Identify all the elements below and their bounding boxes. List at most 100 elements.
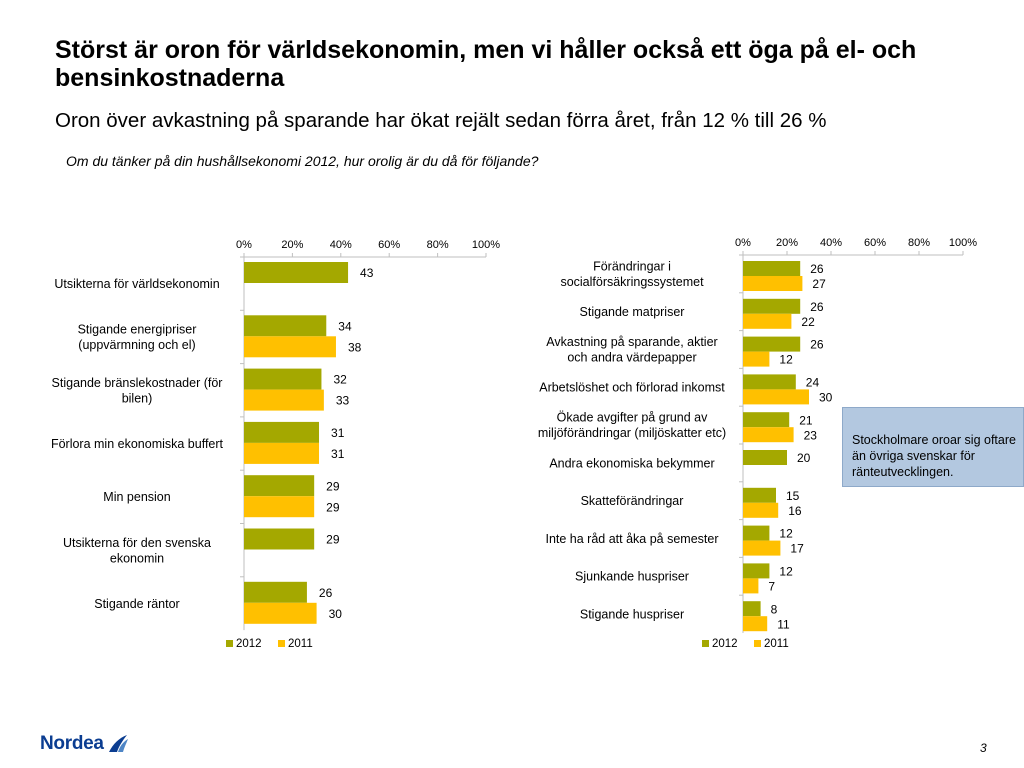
chart0-tick-label-0: 0%	[236, 239, 252, 251]
chart1-value-2011-6: 16	[788, 504, 802, 518]
chart1-value-2011-4: 23	[804, 428, 818, 442]
chart1-value-2011-2: 12	[779, 353, 793, 367]
chart1-bar-2012-3	[743, 374, 796, 390]
chart1-bar-2011-8	[743, 578, 759, 594]
chart0-value-2011-6: 30	[329, 607, 343, 621]
chart1-category-label-9: Stigande huspriser	[580, 607, 684, 621]
chart1-category-label-3: Arbetslöshet och förlorad inkomst	[539, 381, 725, 395]
chart0-value-2012-2: 32	[333, 373, 347, 387]
chart0-bar-2012-6	[244, 581, 307, 603]
chart1-value-2012-8: 12	[779, 564, 793, 578]
chart1-category-label-0: Förändringar i socialförsäkringssystemet	[560, 260, 704, 290]
chart0-value-2011-4: 29	[326, 500, 340, 514]
chart1-bar-2012-8	[743, 563, 770, 579]
nordea-logo: Nordea	[40, 733, 129, 755]
chart0-category-label-6: Stigande räntor	[94, 597, 179, 611]
chart1-value-2011-7: 17	[790, 542, 804, 556]
stockholm-note-box: Stockholmare oroar sig oftare än övriga …	[842, 407, 1024, 487]
chart0-bar-2012-2	[244, 368, 322, 390]
chart1-bar-2011-3	[743, 389, 809, 405]
chart1-value-2011-9: 11	[777, 617, 790, 631]
chart1-tick-label-2: 40%	[820, 237, 842, 249]
chart1-tick-label-1: 20%	[776, 237, 798, 249]
chart1-value-2012-0: 26	[810, 262, 824, 276]
chart0-bar-2011-4	[244, 496, 315, 518]
chart1-bar-2012-5	[743, 450, 787, 465]
chart1-value-2011-1: 22	[801, 315, 815, 329]
chart1-bar-2011-2	[743, 351, 770, 367]
chart1-tick-label-5: 100%	[949, 237, 977, 249]
slide-subtitle: Oron över avkastning på sparande har öka…	[55, 109, 827, 132]
chart0-category-label-0: Utsikterna för världsekonomin	[54, 277, 219, 291]
chart0-category-label-2: Stigande bränslekostnader (för bilen)	[52, 376, 223, 406]
chart0-bar-2012-1	[244, 315, 327, 337]
chart1-tick-label-3: 60%	[864, 237, 886, 249]
chart1-bar-2011-4	[743, 427, 794, 443]
chart0-legend-swatch-1	[278, 640, 285, 647]
chart0-bar-2012-0	[244, 262, 349, 283]
chart1-tick-label-4: 80%	[908, 237, 930, 249]
chart0-tick-label-3: 60%	[378, 239, 400, 251]
page-number: 3	[980, 741, 987, 755]
chart1-bar-2012-6	[743, 487, 776, 503]
chart1-value-2012-7: 12	[779, 527, 793, 541]
chart1-value-2011-3: 30	[819, 390, 833, 404]
chart1-value-2012-3: 24	[806, 375, 820, 389]
chart1-bar-2012-0	[743, 261, 801, 276]
chart0-legend-label-0: 2012	[236, 638, 262, 650]
chart1-category-label-8: Sjunkande huspriser	[575, 570, 689, 584]
chart1-bar-2012-2	[743, 336, 801, 352]
chart1-value-2012-5: 20	[797, 451, 811, 465]
chart0-value-2012-0: 43	[360, 266, 374, 280]
chart0-bar-2011-3	[244, 442, 320, 464]
chart0-tick-label-4: 80%	[427, 239, 449, 251]
chart1-legend-label-1: 2011	[764, 638, 789, 650]
chart1-value-2012-9: 8	[771, 602, 778, 616]
chart0-legend-label-1: 2011	[288, 638, 313, 650]
chart0-bar-2012-5	[244, 528, 315, 550]
chart1-bar-2012-7	[743, 525, 770, 541]
chart0-value-2012-1: 34	[338, 319, 352, 333]
chart1-legend-swatch-1	[754, 640, 761, 647]
chart1-value-2011-0: 27	[812, 277, 826, 291]
chart0-value-2011-1: 38	[348, 340, 362, 354]
chart1-category-label-6: Skatteförändringar	[581, 494, 684, 508]
chart1-value-2012-1: 26	[810, 300, 824, 314]
chart0-category-label-1: Stigande energipriser (uppvärmning och el…	[78, 323, 197, 353]
chart1-bar-2012-4	[743, 412, 790, 428]
survey-question: Om du tänker på din hushållsekonomi 2012…	[66, 153, 539, 169]
chart1-bar-2012-1	[743, 298, 801, 314]
chart0-value-2011-2: 33	[336, 394, 350, 408]
chart1-tick-label-0: 0%	[735, 237, 751, 249]
chart1-bar-2011-9	[743, 616, 768, 632]
chart1-bar-2011-6	[743, 502, 779, 518]
chart1-value-2012-4: 21	[799, 413, 813, 427]
chart1-legend-swatch-0	[702, 640, 709, 647]
chart0-category-label-3: Förlora min ekonomiska buffert	[51, 437, 224, 451]
chart0-value-2011-3: 31	[331, 447, 345, 461]
chart0-tick-label-1: 20%	[281, 239, 303, 251]
chart0-value-2012-3: 31	[331, 426, 345, 440]
chart1-category-label-5: Andra ekonomiska bekymmer	[549, 456, 714, 470]
chart1-legend-label-0: 2012	[712, 638, 738, 650]
logo-text: Nordea	[40, 733, 104, 754]
chart0-category-label-4: Min pension	[103, 490, 170, 504]
chart0-bar-2012-4	[244, 475, 315, 497]
chart0-category-label-5: Utsikterna för den svenska ekonomin	[63, 536, 211, 566]
chart0-tick-label-2: 40%	[330, 239, 352, 251]
chart1-category-label-7: Inte ha råd att åka på semester	[545, 532, 718, 546]
chart1-value-2012-2: 26	[810, 338, 824, 352]
chart1-bar-2012-9	[743, 601, 761, 617]
chart1-bar-2011-7	[743, 540, 781, 556]
chart1-category-label-2: Avkastning på sparande, aktier och andra …	[546, 335, 717, 365]
chart0-value-2012-4: 29	[326, 479, 340, 493]
chart0-value-2012-5: 29	[326, 533, 340, 547]
chart0-bar-2011-6	[244, 602, 317, 624]
chart0-legend-swatch-0	[226, 640, 233, 647]
chart0-value-2012-6: 26	[319, 586, 333, 600]
chart1-bar-2011-1	[743, 313, 792, 329]
chart0-tick-label-5: 100%	[472, 239, 500, 251]
sail-icon	[108, 735, 128, 752]
